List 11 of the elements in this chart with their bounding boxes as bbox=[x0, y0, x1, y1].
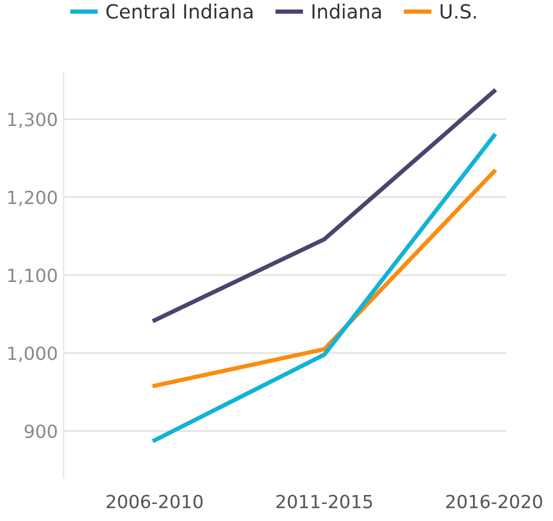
x-tick-label: 2006-2010 bbox=[106, 494, 203, 508]
y-tick-label: 1,000 bbox=[8, 346, 57, 362]
y-tick-label: 1,100 bbox=[8, 268, 57, 284]
legend-label: Indiana bbox=[312, 4, 381, 19]
y-tick-label: 1,300 bbox=[8, 112, 57, 128]
y-tick-label: 1,200 bbox=[8, 190, 57, 206]
x-tick-label: 2011-2015 bbox=[276, 494, 372, 508]
y-tick-label: 900 bbox=[24, 424, 57, 438]
x-tick-label: 2016-2020 bbox=[446, 494, 542, 508]
legend-label: Central Indiana bbox=[106, 4, 252, 19]
legend-label: U.S. bbox=[440, 4, 476, 19]
